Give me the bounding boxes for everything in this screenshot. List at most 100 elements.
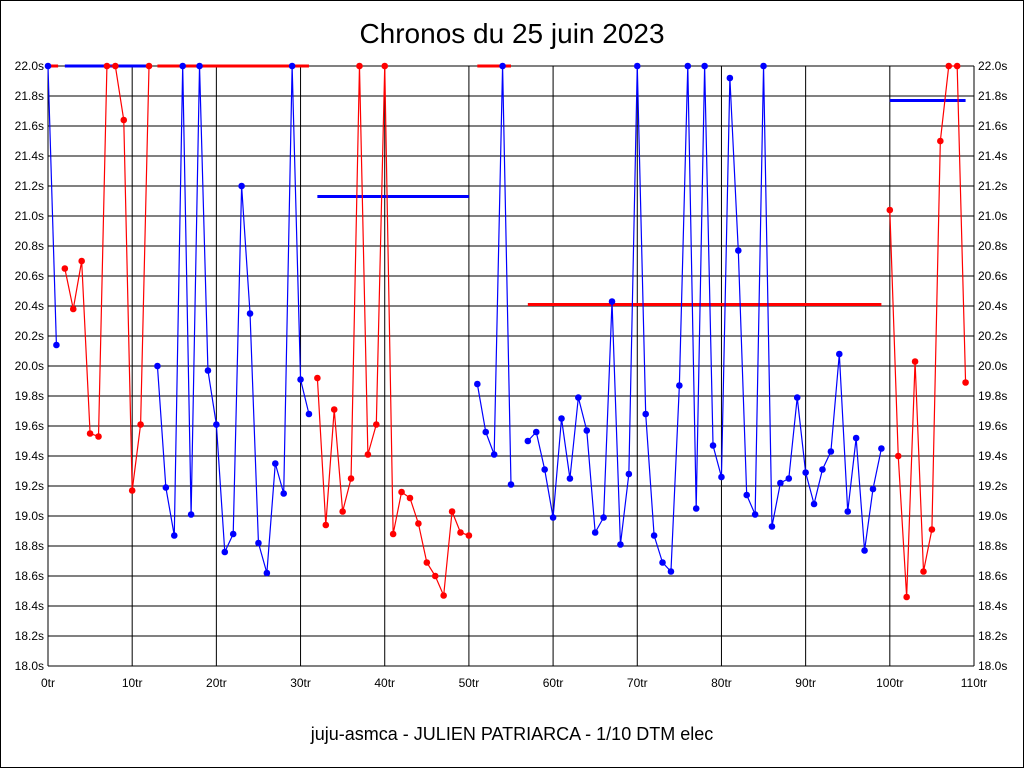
- data-point-lap-59: [541, 466, 548, 473]
- y-tick-label-right: 18.2s: [978, 629, 1007, 643]
- x-tick-label: 60tr: [543, 676, 564, 690]
- data-point-lap-47: [440, 592, 447, 599]
- x-tick-label: 40tr: [374, 676, 395, 690]
- series-line-blue-1: [47, 65, 58, 346]
- data-point-lap-18: [196, 62, 203, 70]
- data-point-lap-33: [322, 521, 330, 529]
- data-point-lap-73: [659, 559, 666, 566]
- data-point-lap-76: [684, 62, 692, 70]
- data-point-lap-89: [793, 394, 801, 401]
- data-point-lap-52: [482, 428, 490, 436]
- y-tick-label-left: 19.2s: [15, 479, 44, 493]
- y-tick-label-right: 19.8s: [978, 389, 1007, 403]
- data-point-lap-81: [726, 74, 734, 82]
- data-point-lap-101: [894, 452, 902, 460]
- data-point-lap-85: [760, 62, 767, 70]
- series-lines: [47, 65, 967, 598]
- data-point-lap-36: [347, 475, 355, 482]
- x-tick-label: 0tr: [41, 676, 55, 690]
- data-point-lap-8: [112, 62, 119, 70]
- data-point-lap-58: [532, 428, 540, 436]
- data-point-lap-71: [642, 410, 649, 418]
- data-point-lap-2: [61, 265, 69, 272]
- data-point-lap-102: [903, 593, 910, 601]
- y-tick-label-left: 20.2s: [15, 329, 44, 343]
- data-point-lap-78: [701, 62, 708, 70]
- data-point-lap-100: [886, 206, 894, 214]
- y-tick-label-right: 21.0s: [978, 209, 1007, 223]
- data-point-lap-65: [591, 529, 599, 536]
- y-tick-label-right: 18.0s: [978, 659, 1007, 673]
- y-tick-label-right: 18.8s: [978, 539, 1007, 553]
- data-point-lap-41: [389, 530, 397, 538]
- data-point-lap-61: [558, 415, 565, 422]
- data-point-lap-84: [751, 511, 759, 518]
- data-point-lap-45: [423, 559, 431, 566]
- y-tick-label-right: 19.0s: [978, 509, 1007, 523]
- y-tick-label-right: 20.4s: [978, 299, 1007, 313]
- data-point-lap-94: [836, 350, 843, 358]
- data-point-lap-26: [263, 569, 271, 577]
- y-tick-label-left: 21.8s: [15, 89, 44, 103]
- data-point-lap-3: [69, 305, 77, 313]
- data-point-lap-44: [415, 520, 422, 527]
- data-point-lap-31: [305, 410, 313, 418]
- data-point-lap-105: [928, 526, 936, 533]
- data-point-lap-107: [945, 62, 953, 70]
- y-tick-label-left: 18.4s: [15, 599, 44, 613]
- data-point-lap-17: [187, 511, 195, 518]
- y-tick-label-right: 19.6s: [978, 419, 1007, 433]
- data-point-lap-55: [507, 481, 515, 488]
- data-point-lap-69: [625, 470, 633, 478]
- y-tick-label-left: 19.8s: [15, 389, 44, 403]
- data-point-lap-21: [221, 548, 229, 556]
- x-tick-label: 50tr: [459, 676, 480, 690]
- data-point-lap-16: [179, 62, 186, 70]
- data-point-lap-108: [953, 62, 961, 70]
- y-tick-label-left: 22.0s: [15, 59, 44, 73]
- data-point-lap-50: [465, 532, 473, 539]
- data-point-lap-93: [827, 448, 835, 455]
- data-point-lap-14: [162, 484, 170, 491]
- data-point-lap-28: [280, 490, 288, 497]
- data-point-lap-35: [339, 508, 346, 515]
- y-tick-label-right: 21.2s: [978, 179, 1007, 193]
- data-point-lap-88: [785, 475, 793, 482]
- data-point-lap-53: [490, 451, 498, 458]
- y-tick-label-right: 18.4s: [978, 599, 1007, 613]
- y-tick-label-left: 19.6s: [15, 419, 44, 433]
- x-tick-label: 80tr: [711, 676, 732, 690]
- series-line-blue-4: [527, 65, 882, 573]
- data-point-lap-51: [474, 380, 481, 388]
- data-point-lap-22: [229, 530, 237, 538]
- data-point-lap-38: [364, 451, 372, 458]
- data-point-lap-54: [499, 62, 506, 70]
- series-line-red-3: [889, 65, 967, 598]
- y-tick-label-left: 21.4s: [15, 149, 44, 163]
- data-point-lap-103: [911, 358, 919, 365]
- y-tick-label-left: 18.2s: [15, 629, 44, 643]
- data-point-lap-34: [330, 406, 338, 413]
- data-point-lap-10: [128, 487, 136, 494]
- data-point-lap-80: [718, 473, 725, 481]
- data-point-lap-32: [314, 374, 321, 382]
- y-tick-label-left: 20.6s: [15, 269, 44, 283]
- data-point-lap-29: [288, 62, 296, 70]
- chart-subtitle: juju-asmca - JULIEN PATRIARCA - 1/10 DTM…: [310, 724, 714, 744]
- data-point-lap-6: [95, 433, 102, 440]
- data-point-lap-0: [44, 62, 52, 70]
- data-point-lap-87: [777, 479, 784, 487]
- y-tick-label-left: 18.0s: [15, 659, 44, 673]
- y-tick-label-right: 19.4s: [978, 449, 1007, 463]
- y-tick-label-left: 20.8s: [15, 239, 44, 253]
- data-point-lap-95: [844, 508, 852, 515]
- data-point-lap-99: [878, 445, 885, 452]
- data-point-lap-19: [204, 367, 212, 374]
- y-tick-label-left: 19.0s: [15, 509, 44, 523]
- data-point-lap-13: [154, 362, 161, 370]
- y-tick-label-right: 20.2s: [978, 329, 1007, 343]
- x-tick-label: 90tr: [795, 676, 816, 690]
- series-line-red-1: [64, 65, 150, 491]
- tick-labels: 18.0s 18.0s 18.2s 18.2s 18.4s 18.4s 18.6s 18.6s…: [15, 59, 1008, 690]
